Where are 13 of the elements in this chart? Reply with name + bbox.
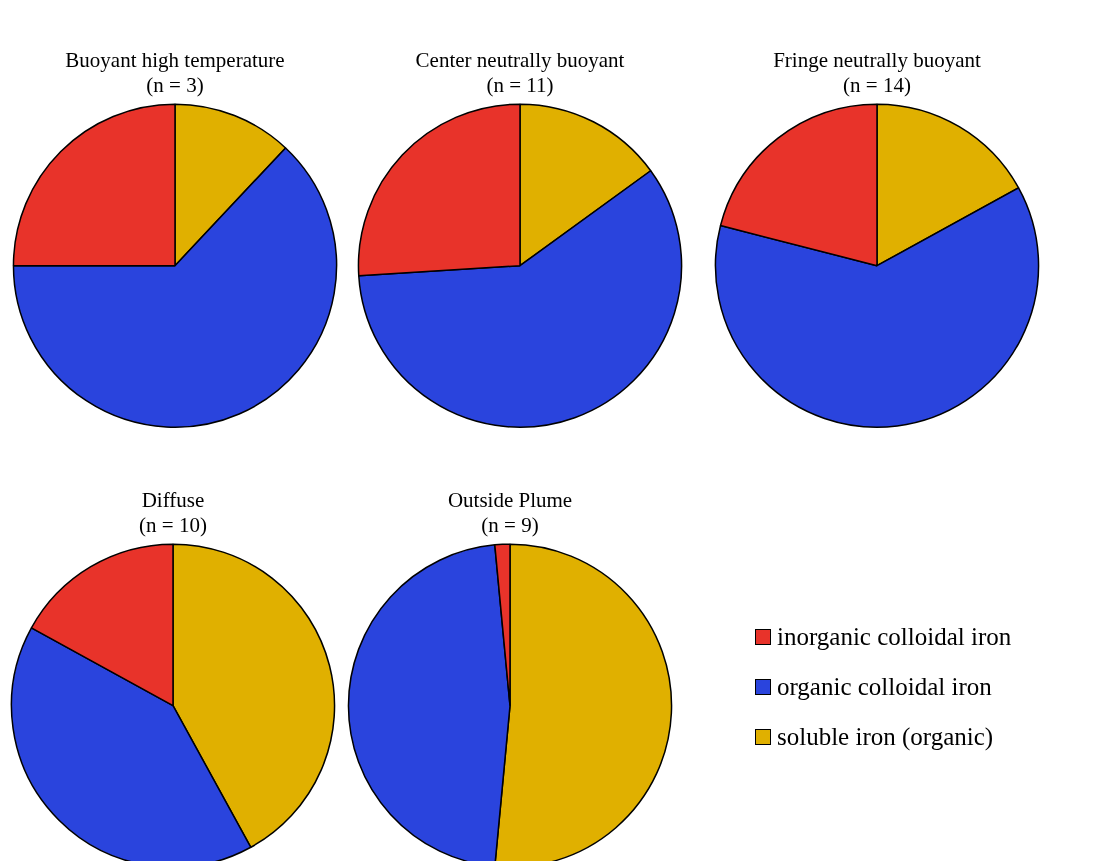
chart-subtitle: (n = 11) (486, 73, 554, 98)
chart-subtitle: (n = 3) (146, 73, 204, 98)
chart-title: Outside Plume (447, 488, 573, 513)
chart-subtitle: (n = 10) (139, 513, 207, 538)
legend-label: organic colloidal iron (777, 673, 992, 701)
legend-label: soluble iron (organic) (777, 723, 994, 751)
chart-title: Diffuse (141, 488, 205, 513)
legend-label: inorganic colloidal iron (777, 623, 1012, 651)
chart-subtitle: (n = 14) (843, 73, 911, 98)
chart-title: Fringe neutrally buoyant (773, 48, 981, 73)
chart-title: Center neutrally buoyant (415, 48, 625, 73)
chart-subtitle: (n = 9) (481, 513, 539, 538)
chart-title: Buoyant high temperature (65, 48, 285, 73)
